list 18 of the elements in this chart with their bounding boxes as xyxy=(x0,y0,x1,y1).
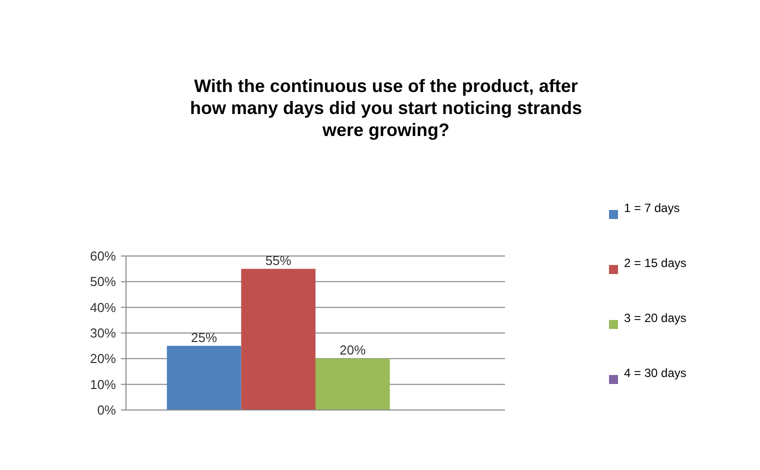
chart-title: With the continuous use of the product, after how many days did you start noticing strands were growing? xyxy=(190,76,582,140)
y-tick-label: 30% xyxy=(90,326,116,341)
data-label: 25% xyxy=(191,330,218,345)
legend-label: 1 = 7 days xyxy=(624,201,680,216)
legend-label: 2 = 15 days xyxy=(624,256,686,270)
data-label: 20% xyxy=(340,342,366,358)
bar xyxy=(241,268,316,410)
bar xyxy=(166,346,242,410)
bar xyxy=(316,358,390,410)
y-tick-label: 10% xyxy=(90,376,116,392)
data-label: 55% xyxy=(265,252,292,268)
y-tick-label: 40% xyxy=(90,300,116,315)
y-tick-label: 60% xyxy=(90,248,116,264)
y-tick-label: 50% xyxy=(90,274,116,290)
legend-label: 3 = 20 days xyxy=(624,311,686,326)
legend-label: 4 = 30 days xyxy=(624,366,686,380)
y-tick-label: 20% xyxy=(90,351,116,366)
y-tick-label: 0% xyxy=(97,402,116,418)
